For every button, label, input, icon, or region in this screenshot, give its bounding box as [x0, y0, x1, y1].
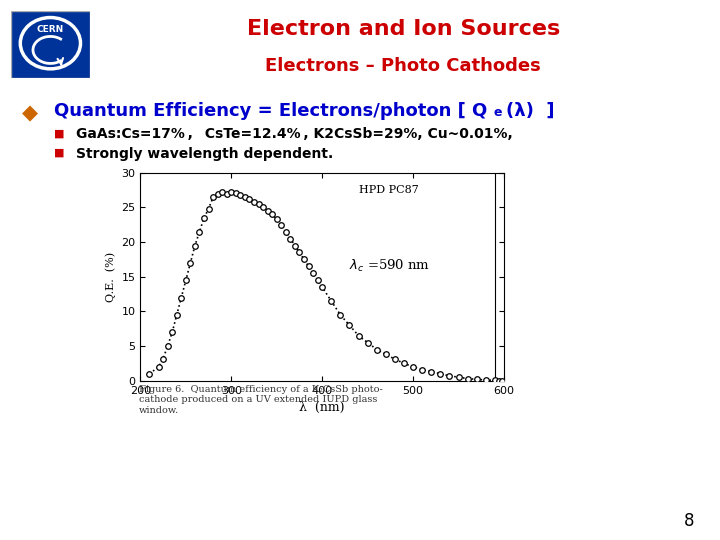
Text: Electron and Ion Sources: Electron and Ion Sources [246, 19, 560, 39]
Text: ■: ■ [54, 129, 65, 139]
Text: 8: 8 [684, 512, 695, 530]
Text: GaAs:Cs=17% ,  CsTe=12.4% , K2CsSb=29%, Cu~0.01%,: GaAs:Cs=17% , CsTe=12.4% , K2CsSb=29%, C… [76, 127, 513, 141]
Text: e: e [493, 106, 502, 119]
Text: Strongly wavelength dependent.: Strongly wavelength dependent. [76, 147, 333, 161]
Text: $\lambda_c$ =590 nm: $\lambda_c$ =590 nm [349, 258, 431, 274]
Text: Electrons – Photo Cathodes: Electrons – Photo Cathodes [266, 57, 541, 75]
Text: Figure 6.  Quantum efficiency of a K₂CsSb photo-
cathode produced on a UV extend: Figure 6. Quantum efficiency of a K₂CsSb… [139, 385, 383, 415]
Text: (λ)  ]: (λ) ] [506, 102, 554, 119]
X-axis label: λ  (nm): λ (nm) [300, 401, 345, 414]
Text: HPD PC87: HPD PC87 [359, 185, 418, 195]
Text: ■: ■ [54, 148, 65, 158]
Text: CERN: CERN [37, 25, 64, 34]
Text: ◆: ◆ [22, 104, 37, 124]
Text: Quantum Efficiency = Electrons/photon [ Q: Quantum Efficiency = Electrons/photon [ … [54, 102, 487, 119]
Y-axis label: Q.E.  (%): Q.E. (%) [105, 252, 116, 302]
FancyBboxPatch shape [11, 11, 90, 78]
